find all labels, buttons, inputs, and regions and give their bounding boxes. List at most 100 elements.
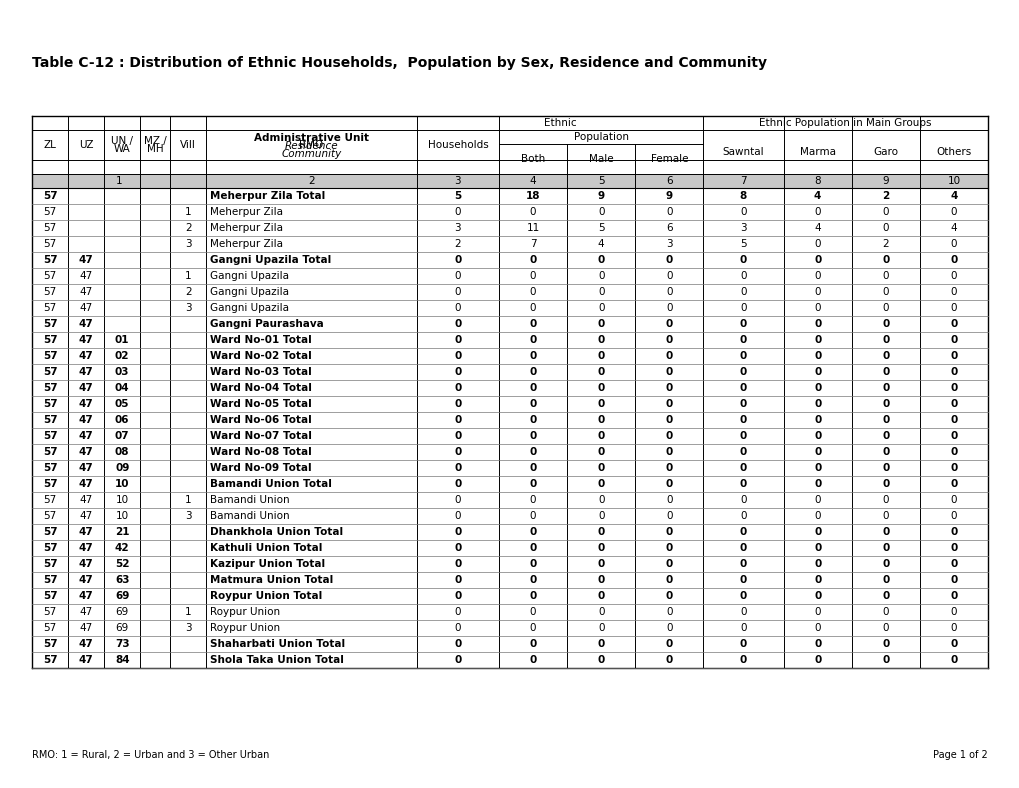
Text: 0: 0 — [529, 495, 536, 505]
Text: 0: 0 — [665, 543, 673, 553]
Text: 0: 0 — [665, 287, 672, 297]
Text: 0: 0 — [881, 623, 889, 633]
Text: 0: 0 — [597, 639, 604, 649]
Text: Both: Both — [521, 154, 544, 164]
Text: 2: 2 — [184, 287, 192, 297]
Text: 47: 47 — [78, 463, 94, 473]
Text: Ward No-04 Total: Ward No-04 Total — [210, 383, 312, 393]
Text: 0: 0 — [453, 575, 461, 585]
Text: 0: 0 — [813, 287, 820, 297]
Text: 69: 69 — [115, 591, 129, 601]
Text: 0: 0 — [665, 271, 672, 281]
Text: 0: 0 — [597, 351, 604, 361]
Text: 3: 3 — [454, 223, 461, 233]
Text: 0: 0 — [950, 287, 956, 297]
Text: 0: 0 — [881, 399, 889, 409]
Text: Ward No-09 Total: Ward No-09 Total — [210, 463, 312, 473]
Text: 0: 0 — [813, 447, 820, 457]
Text: 57: 57 — [43, 191, 57, 201]
Text: 0: 0 — [950, 559, 957, 569]
Text: 0: 0 — [529, 591, 536, 601]
Text: 0: 0 — [813, 479, 820, 489]
Text: 0: 0 — [453, 479, 461, 489]
Text: 0: 0 — [529, 655, 536, 665]
Text: 0: 0 — [881, 303, 889, 313]
Text: 0: 0 — [739, 527, 746, 537]
Text: 0: 0 — [529, 447, 536, 457]
Text: 0: 0 — [453, 367, 461, 377]
Text: 73: 73 — [115, 639, 129, 649]
Text: Table C-12 : Distribution of Ethnic Households,  Population by Sex, Residence an: Table C-12 : Distribution of Ethnic Hous… — [32, 56, 766, 70]
Text: 0: 0 — [597, 463, 604, 473]
Text: 0: 0 — [881, 287, 889, 297]
Text: 0: 0 — [597, 527, 604, 537]
Text: 0: 0 — [950, 655, 957, 665]
Text: 57: 57 — [43, 319, 57, 329]
Text: 0: 0 — [950, 255, 957, 265]
Text: 0: 0 — [740, 607, 746, 617]
Text: Ward No-08 Total: Ward No-08 Total — [210, 447, 312, 457]
Text: 0: 0 — [881, 431, 889, 441]
Text: 0: 0 — [813, 463, 820, 473]
Text: 0: 0 — [881, 255, 889, 265]
Text: 0: 0 — [597, 399, 604, 409]
Text: 57: 57 — [43, 639, 57, 649]
Text: 47: 47 — [79, 511, 93, 521]
Text: 0: 0 — [813, 319, 820, 329]
Text: MZ /: MZ / — [144, 136, 166, 146]
Text: 0: 0 — [597, 559, 604, 569]
Text: 1: 1 — [184, 271, 192, 281]
Text: 0: 0 — [454, 303, 461, 313]
Text: Bamandi Union: Bamandi Union — [210, 495, 289, 505]
Text: 0: 0 — [529, 271, 536, 281]
Text: 0: 0 — [454, 287, 461, 297]
Text: 47: 47 — [78, 431, 94, 441]
Text: 57: 57 — [43, 255, 57, 265]
Text: 0: 0 — [665, 447, 673, 457]
Text: 57: 57 — [44, 303, 57, 313]
Text: 0: 0 — [529, 607, 536, 617]
Text: 57: 57 — [44, 607, 57, 617]
Text: 9: 9 — [665, 191, 673, 201]
Text: 0: 0 — [665, 463, 673, 473]
Text: 47: 47 — [79, 287, 93, 297]
Text: 47: 47 — [78, 479, 94, 489]
Text: 0: 0 — [950, 415, 957, 425]
Text: Gangni Paurashava: Gangni Paurashava — [210, 319, 324, 329]
Text: 0: 0 — [739, 655, 746, 665]
Text: 0: 0 — [597, 655, 604, 665]
Text: 5: 5 — [453, 191, 461, 201]
Text: 0: 0 — [881, 543, 889, 553]
Text: 57: 57 — [44, 271, 57, 281]
Text: 4: 4 — [950, 191, 957, 201]
Text: 0: 0 — [739, 639, 746, 649]
Text: Community: Community — [281, 149, 341, 159]
Text: 06: 06 — [115, 415, 129, 425]
Text: 0: 0 — [950, 383, 957, 393]
Text: 57: 57 — [43, 543, 57, 553]
Text: 0: 0 — [597, 255, 604, 265]
Text: Roypur Union: Roypur Union — [210, 623, 280, 633]
Text: 0: 0 — [813, 367, 820, 377]
Text: 07: 07 — [115, 431, 129, 441]
Text: 3: 3 — [454, 176, 461, 186]
Text: 0: 0 — [881, 527, 889, 537]
Text: 69: 69 — [115, 607, 128, 617]
Text: 57: 57 — [44, 495, 57, 505]
Text: 0: 0 — [529, 319, 536, 329]
Text: 0: 0 — [665, 303, 672, 313]
Text: 0: 0 — [529, 639, 536, 649]
Text: 47: 47 — [79, 303, 93, 313]
Bar — [32, 174, 987, 188]
Text: 0: 0 — [739, 383, 746, 393]
Text: 0: 0 — [529, 399, 536, 409]
Text: 01: 01 — [115, 335, 129, 345]
Text: 0: 0 — [739, 415, 746, 425]
Text: RMO: 1 = Rural, 2 = Urban and 3 = Other Urban: RMO: 1 = Rural, 2 = Urban and 3 = Other … — [32, 750, 269, 760]
Text: 0: 0 — [453, 351, 461, 361]
Text: 0: 0 — [597, 431, 604, 441]
Text: 0: 0 — [529, 559, 536, 569]
Text: 0: 0 — [597, 287, 604, 297]
Text: Kathuli Union Total: Kathuli Union Total — [210, 543, 322, 553]
Text: 0: 0 — [597, 575, 604, 585]
